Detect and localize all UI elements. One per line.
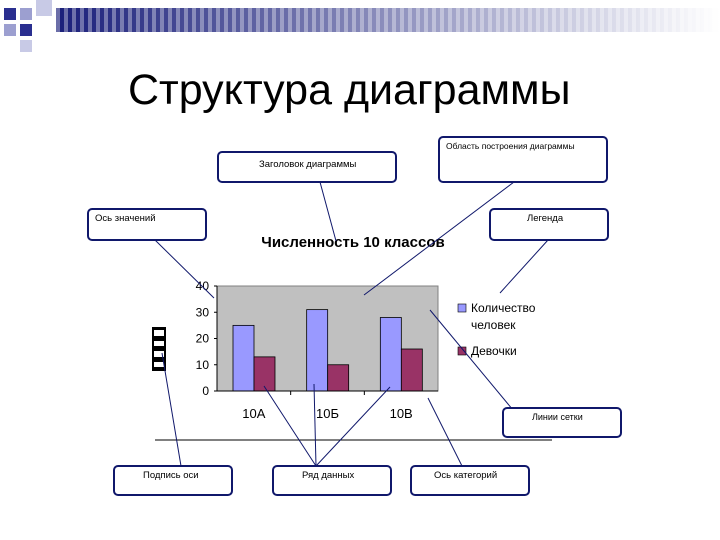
corner-decoration <box>4 0 52 52</box>
callout-chart-title: Заголовок диаграммы <box>217 151 397 183</box>
callout-axis-title: Подпись оси <box>113 465 233 496</box>
value-tick-label: 20 <box>196 332 210 346</box>
bar-series-2-2 <box>400 348 423 392</box>
legend-label-series-2: Девочки <box>471 344 517 358</box>
chart-title: Численность 10 классов <box>261 234 444 251</box>
callout-category-axis: Ось категорий <box>410 465 530 496</box>
callout-legend: Легенда <box>489 208 609 241</box>
value-tick-label: 10 <box>196 358 210 372</box>
callout-gridlines: Линии сетки <box>502 407 622 438</box>
value-tick-label: 0 <box>202 384 209 398</box>
callout-value-axis: Ось значений <box>87 208 207 241</box>
legend-swatch-series-1 <box>457 303 467 313</box>
chart: Численность 10 классов 010203040 10А10Б1… <box>152 234 552 441</box>
bar-series-1-1 <box>306 309 329 392</box>
legend-swatch-series-2 <box>457 346 467 356</box>
slide-title: Структура диаграммы <box>128 66 571 114</box>
bar-series-1-2 <box>379 317 402 392</box>
callout-plot-area: Область построения диаграммы <box>438 136 608 183</box>
category-label: 10А <box>242 406 265 421</box>
callout-data-series: Ряд данных <box>272 465 392 496</box>
legend: Количество человек Девочки <box>457 301 536 358</box>
category-label: 10В <box>390 406 413 421</box>
bar-series-1-0 <box>232 324 255 392</box>
bar-series-2-1 <box>327 364 350 392</box>
value-axis-title <box>152 327 166 371</box>
value-tick-label: 30 <box>196 305 210 319</box>
pointer-lines <box>154 181 549 467</box>
category-label: 10Б <box>316 406 339 421</box>
legend-label-series-1: Количество человек <box>471 301 536 332</box>
